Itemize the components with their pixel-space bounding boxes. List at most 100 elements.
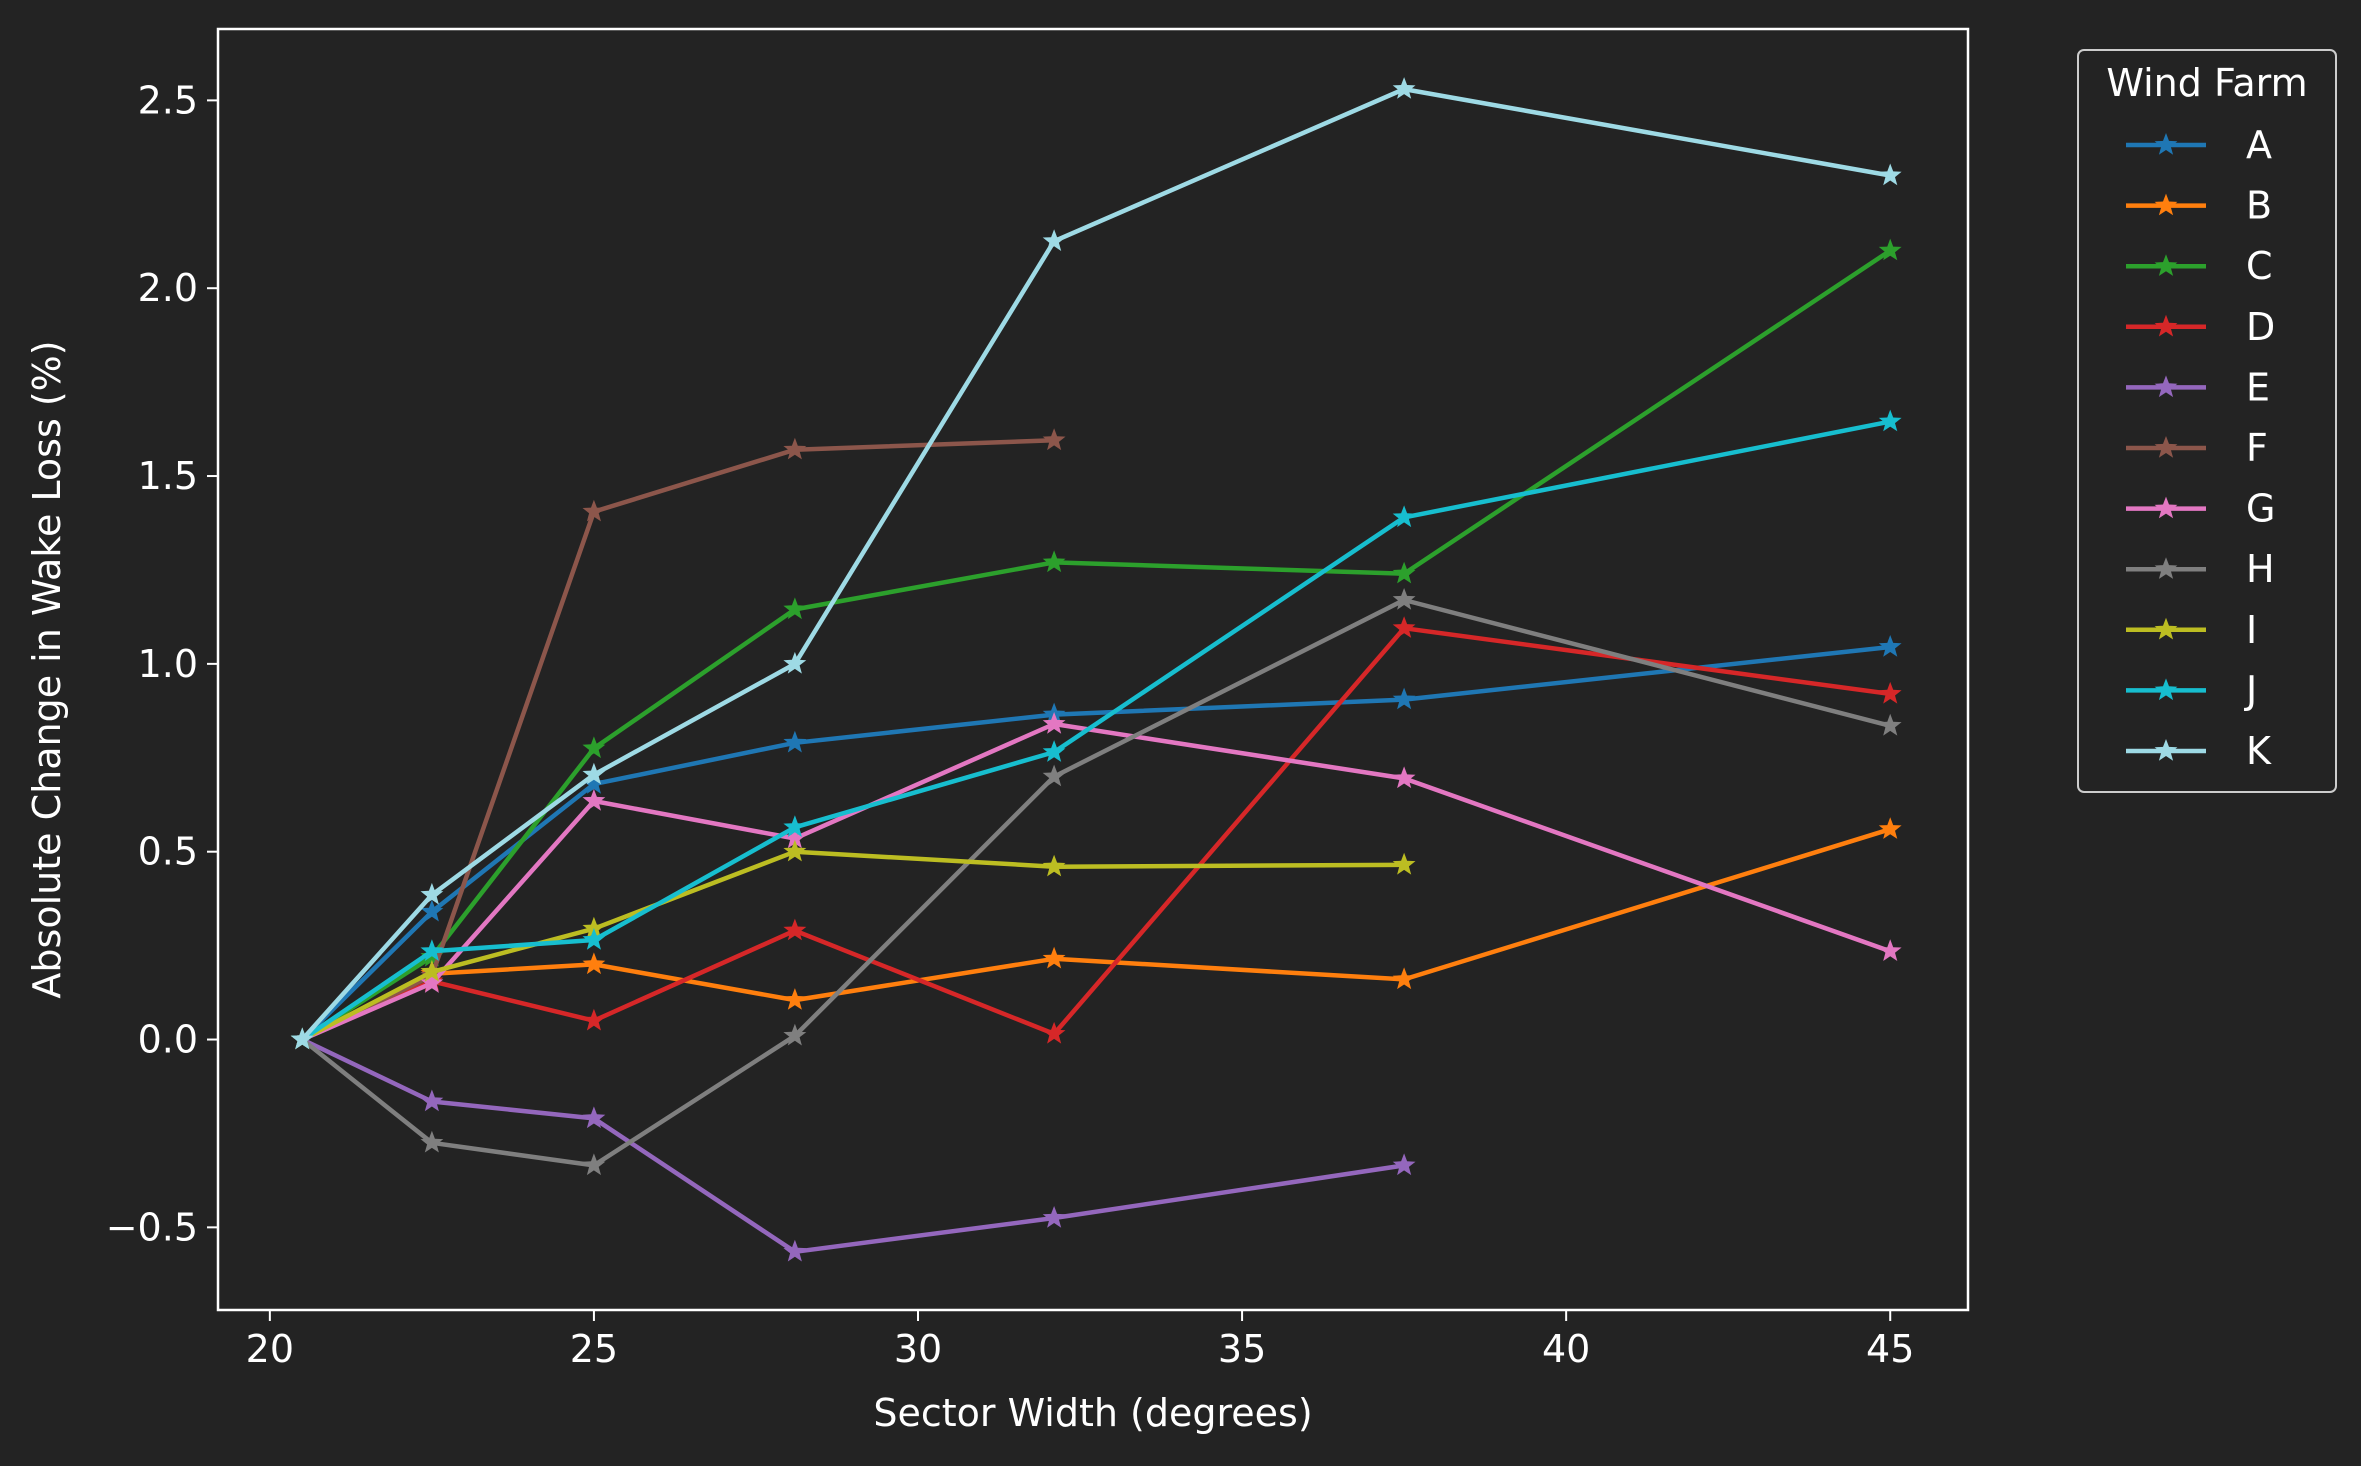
data-point (1042, 1206, 1066, 1228)
data-point (582, 928, 606, 950)
legend-entry-B: B (2126, 184, 2272, 228)
data-point (783, 437, 807, 460)
legend-label: I (2246, 608, 2257, 652)
legend-marker (2154, 557, 2178, 579)
legend-marker (2154, 496, 2178, 519)
plot-frame (216, 27, 1970, 1312)
legend-marker (2154, 678, 2178, 701)
legend-marker (2154, 436, 2178, 458)
data-point (1042, 712, 1066, 734)
data-point (420, 899, 444, 922)
series-line (301, 1037, 1405, 1255)
data-point (783, 815, 807, 837)
data-point (582, 736, 606, 759)
y-axis: −0.5 0.0 0.5 1.0 1.5 2.0 2.5 (106, 78, 218, 1249)
data-point (420, 1089, 444, 1112)
x-tick-label: 45 (1866, 1327, 1914, 1371)
data-point (420, 959, 444, 982)
data-point (1042, 550, 1066, 573)
data-point (420, 971, 444, 993)
data-point (582, 1008, 606, 1031)
legend-label: K (2246, 729, 2272, 773)
data-point (1392, 505, 1416, 528)
x-tick-label: 30 (894, 1327, 942, 1371)
y-tick-label: 2.0 (138, 266, 198, 310)
data-point (1042, 764, 1066, 787)
data-point (582, 1153, 606, 1176)
data-point (1878, 409, 1902, 432)
data-point (582, 789, 606, 811)
legend-label: G (2246, 487, 2275, 531)
y-tick-label: 2.5 (138, 78, 198, 122)
data-point (1042, 1021, 1066, 1044)
data-point (1392, 1153, 1416, 1176)
data-point (1042, 229, 1066, 251)
y-tick-label: −0.5 (106, 1205, 198, 1249)
legend-marker (2154, 193, 2178, 216)
data-point (420, 939, 444, 961)
data-point (1042, 854, 1066, 877)
data-point (1878, 635, 1902, 657)
data-point (1878, 681, 1902, 704)
legend-entry-K: K (2126, 729, 2272, 773)
data-point (783, 826, 807, 849)
legend-marker (2154, 375, 2178, 398)
y-tick-label: 0.5 (138, 830, 198, 874)
legend-entry-J: J (2126, 668, 2257, 712)
legend-title: Wind Farm (2106, 61, 2307, 105)
data-point (1878, 713, 1902, 736)
data-point (582, 952, 606, 975)
legend-entry-E: E (2126, 365, 2270, 409)
data-point (420, 1130, 444, 1153)
data-point (582, 772, 606, 794)
data-point (1042, 946, 1066, 969)
data-point (783, 988, 807, 1010)
legend-marker (2154, 314, 2178, 337)
data-point (783, 1239, 807, 1262)
data-point (1392, 852, 1416, 875)
data-point (582, 916, 606, 939)
legend-marker (2154, 739, 2178, 761)
data-point (783, 1023, 807, 1046)
data-point (1042, 740, 1066, 762)
legend-entry-G: G (2126, 487, 2275, 531)
x-tick-label: 20 (246, 1327, 294, 1371)
series-K (290, 77, 1902, 1050)
y-tick-label: 0.0 (138, 1018, 198, 1062)
x-tick-label: 40 (1542, 1327, 1590, 1371)
data-point (783, 918, 807, 941)
legend-label: D (2246, 305, 2275, 349)
data-point (1878, 238, 1902, 261)
data-point (290, 1027, 314, 1050)
y-tick-label: 1.5 (138, 454, 198, 498)
legend-label: J (2244, 668, 2257, 712)
data-point (1392, 766, 1416, 789)
legend-label: E (2246, 365, 2270, 409)
data-point (1878, 817, 1902, 839)
data-point (1392, 77, 1416, 99)
legend-entry-I: I (2126, 608, 2257, 652)
legend-entry-F: F (2126, 426, 2268, 470)
data-point (783, 651, 807, 674)
legend-label: F (2246, 426, 2268, 470)
legend-label: A (2246, 123, 2272, 167)
legend-box (2077, 49, 2337, 793)
data-point (783, 730, 807, 753)
data-point (420, 882, 444, 905)
x-tick-label: 25 (570, 1327, 618, 1371)
legend-marker (2154, 617, 2178, 640)
legend-label: C (2246, 244, 2273, 288)
data-point (783, 839, 807, 862)
data-point (1392, 588, 1416, 610)
x-axis-label: Sector Width (degrees) (873, 1391, 1312, 1435)
data-point (582, 762, 606, 785)
data-point (1392, 616, 1416, 638)
legend-label: H (2246, 547, 2275, 591)
data-point (783, 597, 807, 620)
data-point (582, 1106, 606, 1129)
data-point (1042, 428, 1066, 451)
